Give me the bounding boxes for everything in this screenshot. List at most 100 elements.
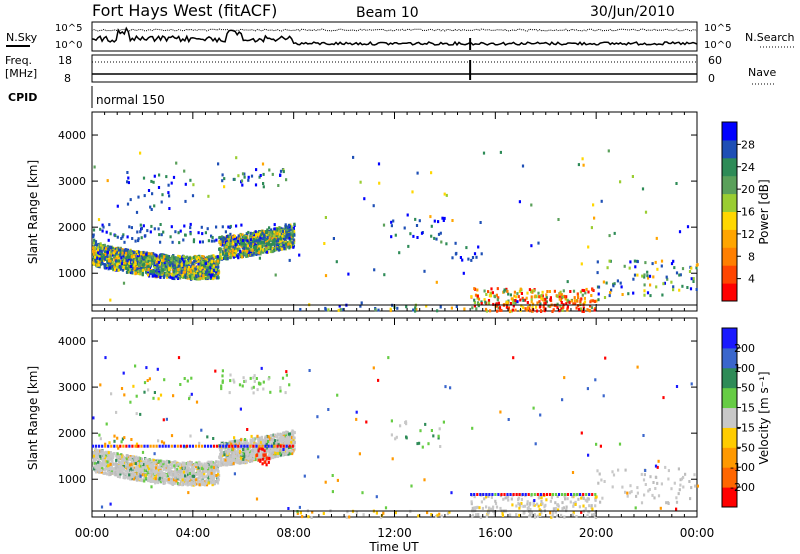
echo-cell xyxy=(339,308,342,312)
echo-cell xyxy=(252,437,255,441)
echo-cell xyxy=(166,260,169,264)
echo-cell xyxy=(257,245,260,249)
echo-cell xyxy=(273,227,276,231)
echo-cell xyxy=(223,243,226,247)
echo-cell xyxy=(250,453,253,457)
echo-cell xyxy=(149,257,152,261)
echo-cell xyxy=(174,481,177,485)
echo-cell xyxy=(451,219,454,222)
echo-cell xyxy=(655,236,658,240)
echo-cell xyxy=(187,466,190,470)
echo-cell xyxy=(92,456,96,460)
echo-cell xyxy=(505,305,508,309)
echo-cell xyxy=(97,468,100,472)
echo-cell xyxy=(629,260,632,264)
echo-cell xyxy=(182,466,185,470)
echo-cell xyxy=(137,195,140,199)
echo-cell xyxy=(195,473,198,477)
echo-cell xyxy=(188,259,191,263)
colorbar-tick-label: 28 xyxy=(741,138,755,151)
echo-cell xyxy=(157,267,160,271)
echo-cell xyxy=(119,253,122,257)
echo-cell xyxy=(465,246,468,250)
echo-cell xyxy=(131,237,134,240)
echo-cell xyxy=(646,291,650,295)
echo-cell xyxy=(462,271,465,275)
echo-cell xyxy=(163,464,166,468)
echo-cell xyxy=(116,253,119,257)
echo-cell xyxy=(141,468,144,472)
echo-cell xyxy=(112,251,115,255)
echo-cell xyxy=(104,255,108,259)
echo-cell xyxy=(178,255,181,258)
echo-cell xyxy=(497,306,500,310)
echo-cell xyxy=(278,448,281,451)
echo-cell xyxy=(323,242,326,245)
echo-cell xyxy=(93,238,96,242)
echo-cell xyxy=(600,199,603,203)
echo-cell xyxy=(147,473,150,477)
echo-cell xyxy=(196,271,200,275)
echo-cell xyxy=(545,300,548,304)
echo-cell xyxy=(254,183,258,187)
echo-cell xyxy=(127,461,130,465)
echo-cell xyxy=(200,262,203,266)
echo-cell xyxy=(257,247,260,251)
echo-cell xyxy=(484,307,488,311)
echo-cell xyxy=(241,239,245,242)
echo-cell xyxy=(558,295,561,299)
echo-cell xyxy=(108,266,111,270)
echo-cell xyxy=(286,228,289,232)
echo-cell xyxy=(593,300,596,303)
echo-cell xyxy=(608,294,611,298)
echo-cell xyxy=(338,304,341,308)
echo-cell xyxy=(122,265,126,269)
cpid-label: CPID xyxy=(8,91,37,104)
echo-cell xyxy=(129,249,132,253)
echo-cell xyxy=(186,478,189,482)
echo-cell xyxy=(289,228,292,232)
echo-cell xyxy=(117,460,121,464)
echo-cell xyxy=(131,262,134,266)
echo-cell xyxy=(439,305,442,309)
echo-cell xyxy=(121,249,124,253)
echo-cell xyxy=(198,266,201,270)
echo-cell xyxy=(496,287,499,291)
echo-cell xyxy=(100,255,103,259)
echo-cell xyxy=(593,216,596,220)
echo-cell xyxy=(110,257,113,261)
echo-cell xyxy=(182,238,185,242)
echo-cell xyxy=(127,176,130,180)
echo-cell xyxy=(409,232,412,236)
echo-cell xyxy=(167,191,170,195)
echo-cell xyxy=(544,301,547,305)
echo-cell xyxy=(273,223,276,227)
echo-cell xyxy=(215,261,218,265)
echo-cell xyxy=(155,477,158,481)
echo-cell xyxy=(253,454,256,458)
echo-cell xyxy=(118,475,122,479)
echo-cell xyxy=(477,297,481,301)
echo-cell xyxy=(372,204,375,208)
echo-cell xyxy=(476,296,479,300)
echo-cell xyxy=(97,263,100,267)
echo-cell xyxy=(275,235,278,239)
echo-cell xyxy=(238,237,241,241)
echo-cell xyxy=(126,459,129,463)
echo-cell xyxy=(241,233,244,237)
echo-cell xyxy=(174,259,177,263)
echo-cell xyxy=(151,192,154,196)
echo-cell xyxy=(224,240,227,244)
echo-cell xyxy=(260,250,263,254)
echo-cell xyxy=(205,481,208,485)
echo-cell xyxy=(232,245,235,249)
echo-cell xyxy=(262,248,265,252)
echo-cell xyxy=(197,231,200,235)
echo-cell xyxy=(280,433,283,437)
echo-cell xyxy=(228,448,231,451)
echo-cell xyxy=(96,248,99,252)
echo-cell xyxy=(585,287,588,291)
echo-cell xyxy=(252,248,255,252)
echo-cell xyxy=(497,301,500,305)
